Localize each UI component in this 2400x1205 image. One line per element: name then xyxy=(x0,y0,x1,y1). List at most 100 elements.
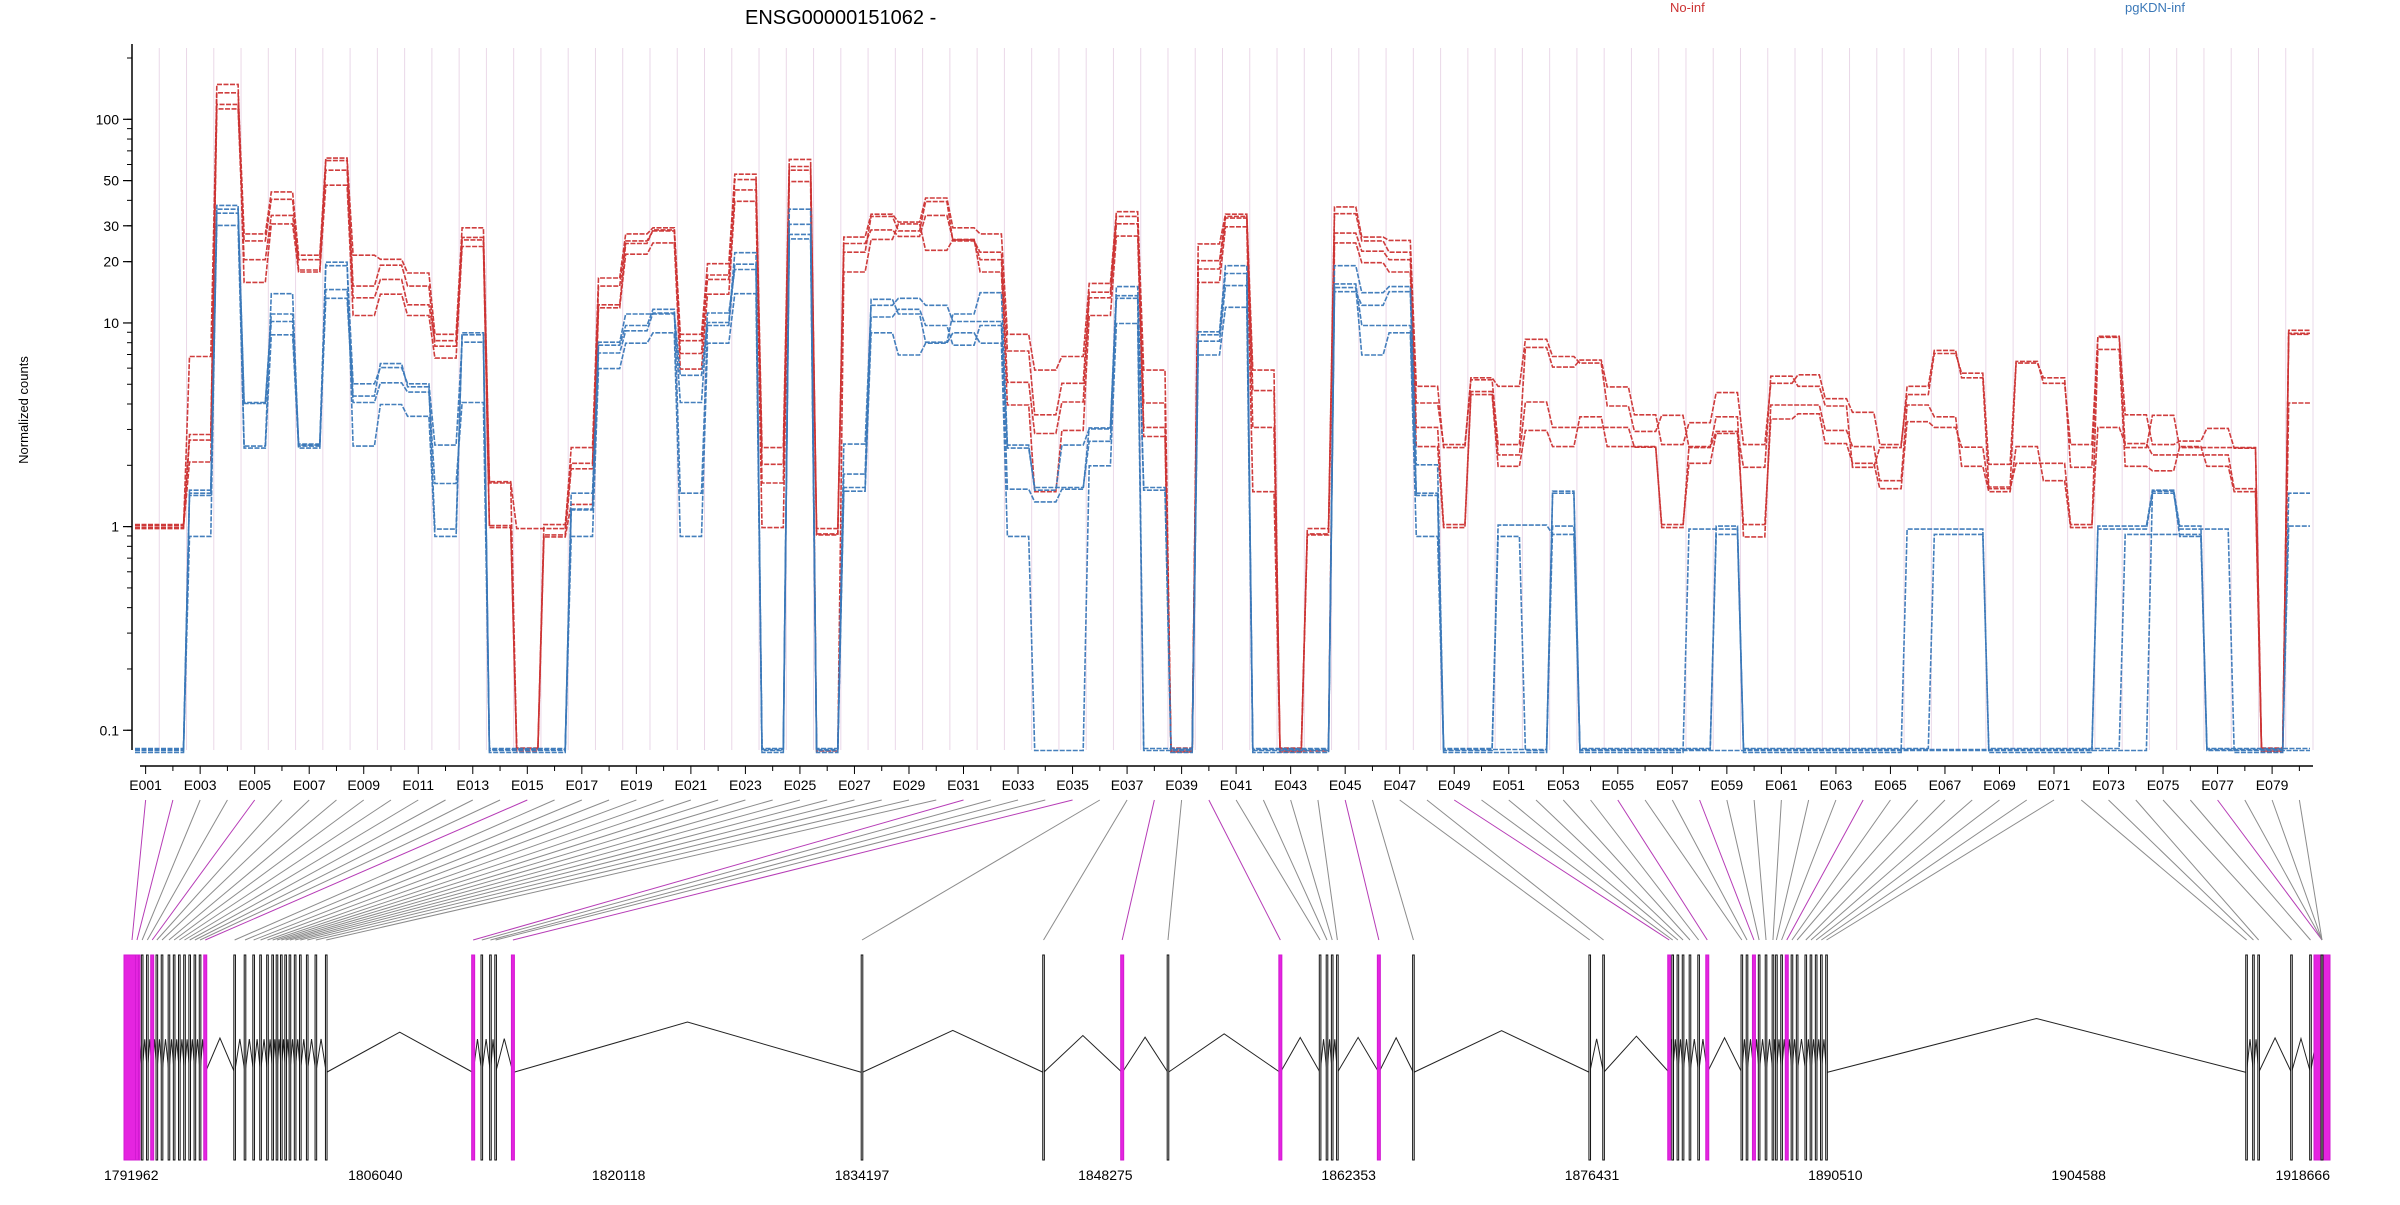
exon-link xyxy=(1167,799,1183,941)
exon-tick-label: E073 xyxy=(2092,777,2125,793)
exon-bar xyxy=(1790,954,1794,1161)
exon-bar xyxy=(203,954,208,1161)
exon-bar xyxy=(1745,954,1749,1161)
exon-link xyxy=(2189,799,2311,941)
y-tick-label: 100 xyxy=(96,111,120,127)
exon-tick-label: E033 xyxy=(1002,777,1035,793)
exon-tick-label: E021 xyxy=(675,777,708,793)
exon-tick-label: E037 xyxy=(1111,777,1144,793)
exon-link xyxy=(205,799,528,941)
exon-bar xyxy=(160,954,164,1161)
exon-link xyxy=(2080,799,2247,941)
exon-tick-label: E009 xyxy=(347,777,380,793)
genomic-tick-label: 1904588 xyxy=(2051,1167,2106,1183)
exon-bar xyxy=(1671,954,1674,1161)
series-line xyxy=(135,212,2310,750)
exon-tick-label: E051 xyxy=(1492,777,1525,793)
intron-connector xyxy=(1043,1034,1123,1073)
exon-bar xyxy=(259,954,262,1161)
y-tick-label: 1 xyxy=(111,519,119,535)
exon-tick-label: E015 xyxy=(511,777,544,793)
exon-bar xyxy=(183,954,186,1161)
intron-connector xyxy=(1167,1033,1281,1073)
exon-link xyxy=(1344,799,1380,941)
exon-bar xyxy=(1602,954,1605,1161)
intron-connector xyxy=(1796,1039,1807,1073)
exon-bar xyxy=(480,954,484,1161)
intron-connector xyxy=(1826,1017,2247,1073)
intron-connector xyxy=(204,1036,236,1073)
exon-bar xyxy=(1318,954,1322,1161)
exon-link xyxy=(260,799,637,941)
y-tick-label: 50 xyxy=(103,173,119,189)
exon-bar xyxy=(198,954,202,1161)
exon-bar xyxy=(288,954,292,1161)
intron-connector xyxy=(481,1039,491,1073)
exon-link xyxy=(1399,799,1591,941)
exon-link xyxy=(184,799,419,941)
exon-tick-label: E003 xyxy=(184,777,217,793)
series-line xyxy=(135,108,2310,749)
exon-link xyxy=(131,799,147,941)
exon-tick-label: E075 xyxy=(2147,777,2180,793)
exon-link xyxy=(1644,799,1743,941)
exon-bar xyxy=(140,954,144,1161)
intron-connector xyxy=(861,1029,1044,1073)
exon-bar xyxy=(1667,954,1672,1161)
intron-connector xyxy=(1603,1035,1670,1073)
exon-tick-label: E023 xyxy=(729,777,762,793)
exon-link xyxy=(326,799,937,941)
genomic-tick-label: 1834197 xyxy=(835,1167,890,1183)
exon-link xyxy=(1317,799,1338,941)
exon-link xyxy=(151,799,256,941)
intron-connector xyxy=(1706,1036,1743,1073)
exon-link xyxy=(136,799,174,941)
exon-tick-label: E017 xyxy=(565,777,598,793)
genomic-tick-label: 1791962 xyxy=(104,1167,159,1183)
intron-connector xyxy=(1413,1030,1590,1073)
exon-bar xyxy=(1740,954,1744,1161)
y-tick-label: 10 xyxy=(103,315,119,331)
exon-tick-label: E029 xyxy=(893,777,926,793)
exon-link xyxy=(253,799,610,941)
exon-bar xyxy=(178,954,181,1161)
exon-tick-label: E031 xyxy=(947,777,980,793)
exon-link xyxy=(168,799,337,941)
exon-link xyxy=(861,799,1101,941)
exon-tick-label: E035 xyxy=(1056,777,1089,793)
axes-layer: ENSG00000151062 - Normalized counts No-i… xyxy=(16,0,2313,793)
exon-bar xyxy=(271,954,274,1161)
exon-bar xyxy=(2290,954,2293,1161)
exon-bar xyxy=(1784,954,1789,1161)
genomic-tick-label: 1848275 xyxy=(1078,1167,1133,1183)
exon-bar xyxy=(1820,954,1823,1161)
exon-link xyxy=(473,799,964,941)
exon-link xyxy=(189,799,446,941)
exon-link xyxy=(1726,799,1760,941)
series-line xyxy=(135,208,2310,751)
exon-bar xyxy=(2257,954,2260,1161)
exon-link xyxy=(512,799,1073,941)
exon-bar xyxy=(233,954,236,1161)
exon-link xyxy=(2162,799,2292,941)
intron-connector xyxy=(244,1039,255,1073)
exon-link xyxy=(281,799,746,941)
exon-bar xyxy=(155,954,159,1161)
exon-link xyxy=(234,799,555,941)
exon-bar xyxy=(172,954,176,1161)
exon-link xyxy=(300,799,855,941)
exon-bar xyxy=(1751,954,1756,1161)
intron-connector xyxy=(1336,1036,1380,1073)
exon-bar xyxy=(275,954,279,1161)
exon-link xyxy=(2135,799,2260,941)
exon-bar xyxy=(1764,954,1768,1161)
exon-bar xyxy=(2245,954,2248,1161)
genomic-tick-label: 1890510 xyxy=(1808,1167,1863,1183)
exon-bar xyxy=(146,954,149,1161)
exon-bar xyxy=(1804,954,1808,1161)
exon-link xyxy=(1781,799,1837,941)
exon-link xyxy=(156,799,283,941)
exon-link xyxy=(307,799,882,941)
exon-link xyxy=(490,799,1019,941)
